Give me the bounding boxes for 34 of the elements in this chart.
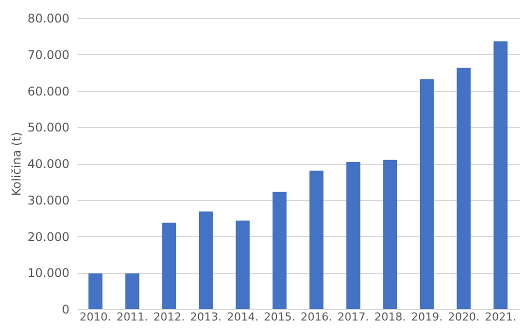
x-tick-label: 2021. <box>484 310 516 324</box>
bar <box>272 192 287 309</box>
x-tick-label: 2018. <box>374 310 406 324</box>
bar <box>125 273 140 309</box>
y-axis-title: Količina (t) <box>10 132 24 196</box>
bar <box>236 220 250 309</box>
x-tick-label: 2017. <box>338 310 369 324</box>
y-tick-label: 10.000 <box>28 266 70 280</box>
bar <box>346 162 360 309</box>
bar <box>162 222 176 309</box>
x-tick-label: 2020. <box>448 310 480 324</box>
y-tick-label: 50.000 <box>28 120 70 135</box>
y-tick-label: 80.000 <box>28 12 70 26</box>
x-tick-label: 2011. <box>116 310 148 324</box>
x-tick-label: 2012. <box>153 310 185 324</box>
x-tick-label: 2014. <box>227 310 258 324</box>
bar <box>420 79 434 309</box>
y-tick-label: 70.000 <box>28 48 70 62</box>
bar <box>494 41 508 309</box>
bar <box>198 212 213 309</box>
y-tick-label: 40.000 <box>28 157 70 171</box>
bar <box>309 170 324 309</box>
x-tick-label: 2016. <box>300 310 332 324</box>
x-tick-label: 2019. <box>411 310 443 324</box>
bar <box>456 68 471 309</box>
x-tick-label: 2015. <box>264 310 296 324</box>
y-tick-label: 20.000 <box>28 230 70 244</box>
x-tick-label: 2010. <box>80 310 112 324</box>
bar <box>88 273 102 309</box>
y-tick-label: 30.000 <box>28 193 70 208</box>
y-tick-label: 60.000 <box>28 84 70 98</box>
bar <box>383 160 398 309</box>
y-tick-label: 0 <box>62 302 70 316</box>
x-tick-label: 2013. <box>190 310 222 324</box>
